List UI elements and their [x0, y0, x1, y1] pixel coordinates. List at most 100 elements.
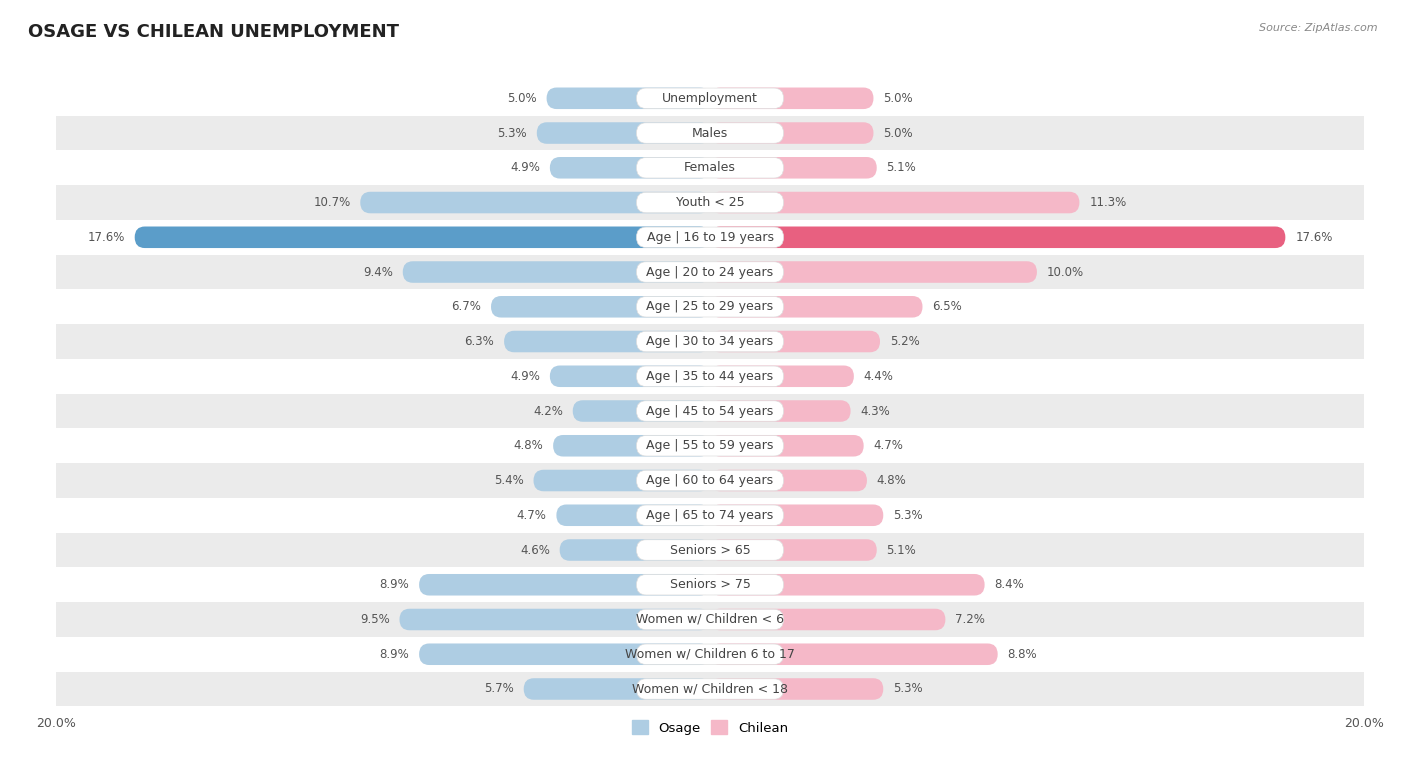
Bar [56, 533, 1364, 568]
Text: Youth < 25: Youth < 25 [676, 196, 744, 209]
FancyBboxPatch shape [637, 157, 783, 178]
Text: Males: Males [692, 126, 728, 139]
Text: Age | 20 to 24 years: Age | 20 to 24 years [647, 266, 773, 279]
Bar [56, 185, 1364, 220]
Text: 9.5%: 9.5% [360, 613, 389, 626]
FancyBboxPatch shape [505, 331, 710, 352]
FancyBboxPatch shape [550, 157, 710, 179]
Text: Unemployment: Unemployment [662, 92, 758, 104]
FancyBboxPatch shape [710, 157, 877, 179]
Text: 5.2%: 5.2% [890, 335, 920, 348]
Text: Age | 25 to 29 years: Age | 25 to 29 years [647, 301, 773, 313]
FancyBboxPatch shape [637, 400, 783, 421]
Text: 8.9%: 8.9% [380, 578, 409, 591]
FancyBboxPatch shape [557, 504, 710, 526]
Bar [56, 81, 1364, 116]
FancyBboxPatch shape [710, 296, 922, 317]
FancyBboxPatch shape [637, 366, 783, 387]
Bar [56, 289, 1364, 324]
FancyBboxPatch shape [553, 435, 710, 456]
Text: Women w/ Children < 6: Women w/ Children < 6 [636, 613, 785, 626]
Text: 5.1%: 5.1% [887, 544, 917, 556]
FancyBboxPatch shape [710, 504, 883, 526]
FancyBboxPatch shape [637, 609, 783, 630]
Text: OSAGE VS CHILEAN UNEMPLOYMENT: OSAGE VS CHILEAN UNEMPLOYMENT [28, 23, 399, 41]
FancyBboxPatch shape [710, 226, 1285, 248]
FancyBboxPatch shape [135, 226, 710, 248]
Text: 5.0%: 5.0% [883, 126, 912, 139]
Text: Age | 60 to 64 years: Age | 60 to 64 years [647, 474, 773, 487]
Text: 4.6%: 4.6% [520, 544, 550, 556]
Text: 17.6%: 17.6% [87, 231, 125, 244]
Text: 4.9%: 4.9% [510, 161, 540, 174]
Bar [56, 359, 1364, 394]
FancyBboxPatch shape [637, 332, 783, 352]
FancyBboxPatch shape [710, 261, 1038, 283]
FancyBboxPatch shape [710, 123, 873, 144]
Text: 4.4%: 4.4% [863, 369, 894, 383]
FancyBboxPatch shape [637, 575, 783, 595]
Legend: Osage, Chilean: Osage, Chilean [627, 715, 793, 740]
Text: 10.7%: 10.7% [314, 196, 350, 209]
FancyBboxPatch shape [710, 609, 945, 631]
Text: 5.3%: 5.3% [893, 683, 922, 696]
FancyBboxPatch shape [637, 435, 783, 456]
FancyBboxPatch shape [637, 88, 783, 108]
FancyBboxPatch shape [360, 192, 710, 213]
FancyBboxPatch shape [637, 123, 783, 143]
Text: Age | 55 to 59 years: Age | 55 to 59 years [647, 439, 773, 452]
Bar [56, 116, 1364, 151]
Bar [56, 151, 1364, 185]
Text: 7.2%: 7.2% [955, 613, 986, 626]
Bar [56, 220, 1364, 254]
FancyBboxPatch shape [402, 261, 710, 283]
FancyBboxPatch shape [710, 678, 883, 699]
Text: 5.0%: 5.0% [883, 92, 912, 104]
Text: Women w/ Children 6 to 17: Women w/ Children 6 to 17 [626, 648, 794, 661]
Bar [56, 394, 1364, 428]
Text: 4.3%: 4.3% [860, 404, 890, 418]
Text: Age | 45 to 54 years: Age | 45 to 54 years [647, 404, 773, 418]
Text: 10.0%: 10.0% [1046, 266, 1084, 279]
FancyBboxPatch shape [637, 679, 783, 699]
Text: 6.5%: 6.5% [932, 301, 962, 313]
Text: 11.3%: 11.3% [1090, 196, 1126, 209]
Text: 5.3%: 5.3% [498, 126, 527, 139]
FancyBboxPatch shape [637, 470, 783, 491]
Text: 5.7%: 5.7% [484, 683, 515, 696]
FancyBboxPatch shape [710, 539, 877, 561]
Text: 9.4%: 9.4% [363, 266, 392, 279]
Text: 5.0%: 5.0% [508, 92, 537, 104]
FancyBboxPatch shape [572, 400, 710, 422]
Bar [56, 324, 1364, 359]
FancyBboxPatch shape [710, 192, 1080, 213]
Text: 4.9%: 4.9% [510, 369, 540, 383]
Text: 5.3%: 5.3% [893, 509, 922, 522]
Text: 4.8%: 4.8% [877, 474, 907, 487]
FancyBboxPatch shape [399, 609, 710, 631]
Bar [56, 428, 1364, 463]
Bar [56, 463, 1364, 498]
Bar [56, 568, 1364, 602]
Text: Seniors > 65: Seniors > 65 [669, 544, 751, 556]
Text: Age | 16 to 19 years: Age | 16 to 19 years [647, 231, 773, 244]
FancyBboxPatch shape [637, 262, 783, 282]
Text: Source: ZipAtlas.com: Source: ZipAtlas.com [1260, 23, 1378, 33]
FancyBboxPatch shape [550, 366, 710, 387]
FancyBboxPatch shape [547, 88, 710, 109]
FancyBboxPatch shape [710, 88, 873, 109]
FancyBboxPatch shape [710, 470, 868, 491]
FancyBboxPatch shape [637, 540, 783, 560]
Text: Age | 30 to 34 years: Age | 30 to 34 years [647, 335, 773, 348]
FancyBboxPatch shape [637, 644, 783, 665]
Text: 17.6%: 17.6% [1295, 231, 1333, 244]
Text: 4.7%: 4.7% [517, 509, 547, 522]
FancyBboxPatch shape [419, 574, 710, 596]
FancyBboxPatch shape [710, 331, 880, 352]
Text: 8.8%: 8.8% [1008, 648, 1038, 661]
FancyBboxPatch shape [710, 574, 984, 596]
Text: 4.2%: 4.2% [533, 404, 562, 418]
Bar [56, 254, 1364, 289]
Bar [56, 498, 1364, 533]
Bar [56, 602, 1364, 637]
